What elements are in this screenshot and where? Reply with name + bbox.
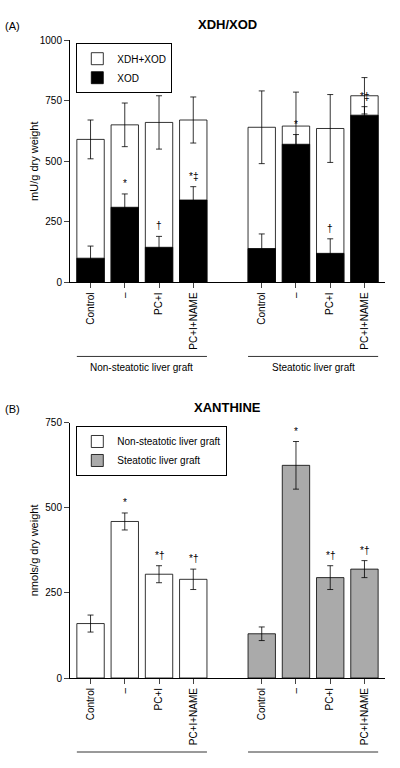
- svg-text:*†: *†: [189, 553, 198, 564]
- svg-text:0: 0: [56, 277, 62, 288]
- svg-text:Control: Control: [256, 292, 267, 324]
- svg-text:Non-steatotic liver graft: Non-steatotic liver graft: [117, 436, 220, 447]
- svg-text:*‡: *‡: [189, 171, 198, 182]
- svg-text:Steatotic liver graft: Steatotic liver graft: [272, 362, 355, 373]
- svg-text:†: †: [327, 223, 333, 234]
- svg-text:nmols/g dry weight: nmols/g dry weight: [28, 505, 40, 597]
- svg-text:–: –: [290, 688, 301, 694]
- svg-text:–: –: [290, 292, 301, 298]
- svg-text:0: 0: [56, 673, 62, 684]
- svg-text:*: *: [123, 178, 127, 189]
- svg-text:PC+I+NAME: PC+I+NAME: [188, 688, 199, 746]
- svg-text:500: 500: [45, 502, 62, 513]
- svg-text:PC+I+NAME: PC+I+NAME: [359, 688, 370, 746]
- svg-text:*†: *†: [360, 545, 369, 556]
- svg-text:XANTHINE: XANTHINE: [194, 400, 261, 415]
- svg-text:*: *: [123, 497, 127, 508]
- svg-text:†: †: [156, 220, 162, 231]
- svg-text:500: 500: [45, 156, 62, 167]
- svg-text:1000: 1000: [40, 35, 63, 46]
- svg-text:(A): (A): [5, 20, 20, 32]
- svg-text:Non-steatotic liver graft: Non-steatotic liver graft: [90, 362, 193, 373]
- svg-text:PC+I: PC+I: [153, 688, 164, 711]
- svg-text:250: 250: [45, 216, 62, 227]
- svg-text:XDH/XOD: XDH/XOD: [198, 17, 257, 32]
- svg-text:PC+I: PC+I: [153, 292, 164, 315]
- svg-text:–: –: [119, 688, 130, 694]
- svg-text:Control: Control: [85, 688, 96, 720]
- svg-text:PC+I: PC+I: [324, 292, 335, 315]
- svg-text:*†: *†: [155, 550, 164, 561]
- svg-text:PC+I+NAME: PC+I+NAME: [359, 292, 370, 350]
- svg-text:250: 250: [45, 587, 62, 598]
- svg-text:*†: *†: [326, 550, 335, 561]
- svg-text:PC+I: PC+I: [324, 688, 335, 711]
- svg-text:*: *: [294, 426, 298, 437]
- svg-text:XOD: XOD: [117, 73, 139, 84]
- svg-text:–: –: [119, 292, 130, 298]
- svg-text:*: *: [294, 119, 298, 130]
- svg-text:mU/g dry weight: mU/g dry weight: [28, 121, 40, 200]
- svg-text:*‡: *‡: [360, 91, 369, 102]
- svg-text:Control: Control: [256, 688, 267, 720]
- svg-text:(B): (B): [5, 403, 20, 415]
- svg-text:750: 750: [45, 95, 62, 106]
- svg-text:PC+I+NAME: PC+I+NAME: [188, 292, 199, 350]
- svg-text:XDH+XOD: XDH+XOD: [117, 54, 166, 65]
- svg-text:Control: Control: [85, 292, 96, 324]
- svg-text:750: 750: [45, 417, 62, 428]
- svg-text:Steatotic liver graft: Steatotic liver graft: [117, 455, 200, 466]
